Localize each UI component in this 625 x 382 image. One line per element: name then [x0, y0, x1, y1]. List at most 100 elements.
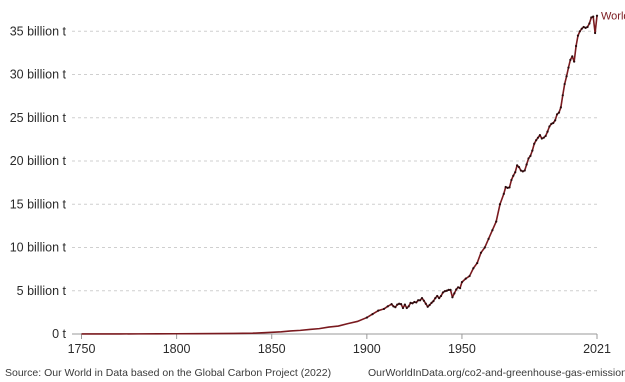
series-point-110	[573, 60, 576, 63]
series-point-71	[495, 220, 498, 223]
series-point-90	[535, 139, 538, 142]
series-point-34	[407, 305, 410, 308]
series-point-36	[411, 302, 414, 305]
series-point-31	[401, 306, 405, 310]
series-point-111	[574, 44, 578, 48]
series-point-95	[544, 134, 547, 138]
series-point-97	[548, 125, 551, 128]
series-point-106	[565, 75, 568, 78]
series-point-109	[571, 55, 574, 58]
series-point-99	[552, 121, 555, 125]
series-point-64	[468, 274, 471, 278]
x-tick-label-3: 1900	[353, 342, 381, 356]
series-point-51	[439, 294, 443, 298]
series-point-20	[365, 316, 368, 319]
series-point-27	[394, 306, 397, 309]
series-point-44	[426, 305, 429, 308]
series-point-76	[508, 186, 511, 189]
series-point-120	[592, 15, 595, 18]
series-point-96	[546, 130, 549, 133]
series-point-83	[521, 170, 524, 173]
series-point-63	[464, 277, 467, 280]
series-point-93	[540, 137, 543, 140]
series-point-45	[428, 303, 431, 307]
series-point-115	[582, 25, 585, 29]
series-point-108	[569, 58, 572, 61]
series-point-103	[559, 106, 562, 109]
series-point-50	[438, 297, 441, 300]
y-tick-label-5: 25 billion t	[10, 111, 67, 125]
series-point-88	[531, 149, 534, 152]
series-labels: World	[601, 11, 625, 23]
series-point-91	[536, 136, 540, 139]
series-point-28	[396, 303, 399, 306]
series-point-42	[422, 299, 425, 302]
series-point-101	[555, 113, 559, 116]
series-point-22	[377, 309, 380, 312]
series-point-43	[424, 302, 427, 305]
y-tick-label-2: 10 billion t	[10, 241, 67, 255]
series-point-74	[504, 185, 507, 189]
series-point-60	[457, 286, 460, 289]
series-point-29	[398, 302, 401, 305]
series-point-102	[557, 111, 561, 114]
series-point-80	[516, 164, 519, 167]
source-note: Source: Our World in Data based on the G…	[5, 367, 331, 379]
series-point-21	[371, 313, 374, 316]
series-point-116	[584, 26, 587, 29]
x-tick-label-0: 1750	[68, 342, 96, 356]
series-point-24	[386, 305, 389, 308]
y-tick-labels: 0 t 5 billion t 10 billion t 15 billion t 20…	[10, 24, 67, 341]
series-point-77	[510, 178, 513, 182]
series-point-57	[451, 296, 454, 299]
series-point-69	[487, 237, 490, 240]
x-tick-label-1: 1800	[163, 342, 191, 356]
series-point-112	[576, 34, 580, 37]
series-point-23	[382, 307, 386, 311]
series-point-35	[409, 301, 412, 304]
series-point-58	[453, 292, 456, 295]
x-tick-label-2: 1850	[258, 342, 286, 356]
series-point-46	[430, 301, 433, 304]
series-point-47	[432, 300, 435, 303]
series-point-56	[449, 288, 452, 291]
series-point-70	[491, 229, 494, 232]
series-point-85	[525, 163, 528, 166]
series-point-65	[472, 267, 475, 270]
series-point-55	[447, 288, 450, 291]
series-point-78	[512, 174, 515, 177]
y-tick-label-1: 5 billion t	[17, 284, 67, 298]
series-point-122	[595, 14, 599, 17]
series-point-67	[479, 251, 483, 254]
x-tick-label-5: 2021	[583, 342, 611, 356]
series-point-54	[445, 289, 448, 292]
series-point-25	[390, 303, 393, 306]
series-point-92	[538, 133, 542, 137]
series-point-117	[586, 25, 589, 29]
series-point-121	[594, 31, 597, 35]
series-point-89	[533, 142, 536, 145]
series-point-38	[415, 301, 418, 304]
series-point-62	[460, 281, 464, 284]
series-point-49	[436, 294, 439, 298]
y-tick-label-6: 30 billion t	[10, 68, 67, 82]
series-label-world: World	[601, 11, 625, 23]
series-point-73	[502, 192, 505, 195]
series-lines	[81, 14, 599, 335]
series-point-86	[527, 157, 530, 160]
series-point-87	[529, 154, 532, 157]
series-point-84	[523, 169, 526, 172]
series-point-100	[554, 119, 557, 122]
series-point-79	[514, 171, 517, 174]
series-point-52	[441, 291, 445, 294]
series-line-world[interactable]	[81, 15, 598, 335]
series-point-66	[476, 261, 479, 265]
series-point-32	[403, 303, 406, 306]
series-point-68	[483, 246, 486, 249]
series-point-39	[417, 299, 420, 302]
series-point-30	[399, 303, 403, 306]
series-point-94	[542, 136, 545, 139]
grid-lines	[72, 30, 597, 292]
series-point-72	[498, 203, 502, 206]
source-url-link[interactable]: OurWorldInData.org/co2-and-greenhouse-ga…	[368, 367, 625, 379]
